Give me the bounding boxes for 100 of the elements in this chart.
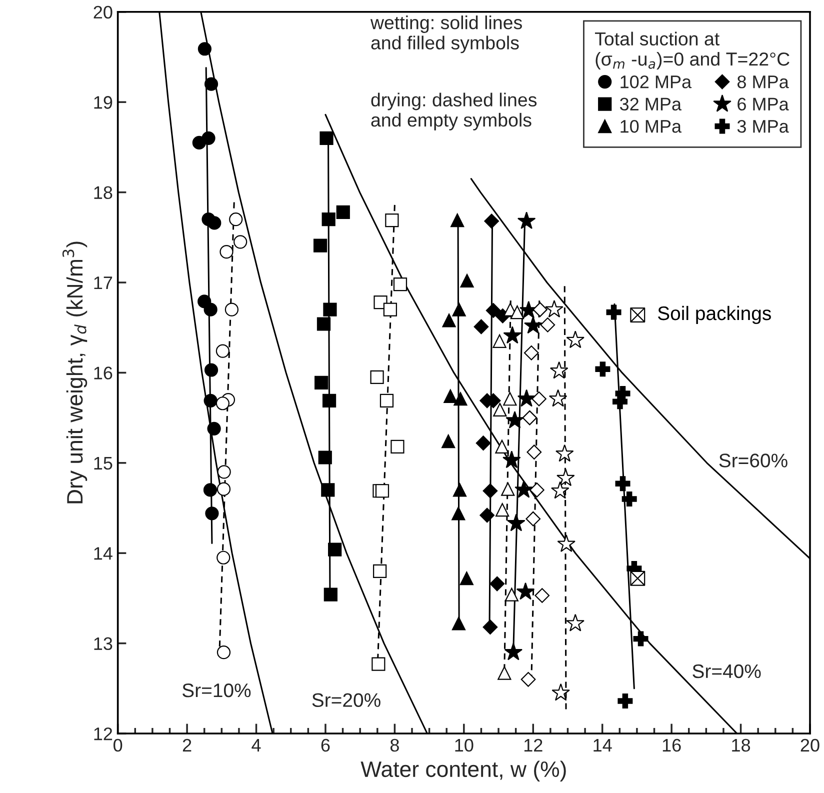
point	[204, 302, 218, 316]
x-tick-label: 16	[662, 738, 681, 752]
x-tick-label: 0	[114, 738, 122, 752]
point	[322, 394, 336, 408]
point	[216, 482, 231, 496]
point	[216, 396, 230, 410]
point	[321, 483, 335, 497]
point	[452, 483, 467, 497]
point	[328, 542, 342, 556]
point	[380, 394, 394, 408]
point	[474, 319, 489, 334]
point	[444, 389, 458, 403]
y-tick-label: 14	[94, 547, 112, 560]
point	[313, 238, 328, 252]
point	[202, 131, 216, 145]
point	[566, 330, 584, 348]
point	[514, 480, 533, 498]
point	[204, 394, 218, 408]
point	[234, 235, 248, 249]
point	[320, 131, 334, 145]
x-tick-label: 20	[800, 738, 820, 752]
point	[390, 440, 404, 454]
point	[452, 506, 466, 520]
point	[545, 300, 564, 318]
point	[510, 305, 524, 320]
y-tick-label: 16	[94, 366, 112, 380]
point	[203, 483, 218, 497]
point	[373, 564, 387, 578]
point	[630, 570, 646, 586]
point	[566, 614, 584, 632]
point	[517, 389, 536, 407]
point	[493, 402, 507, 416]
point	[606, 304, 622, 320]
point	[204, 77, 218, 91]
point	[224, 302, 238, 316]
point	[452, 616, 466, 630]
annotation: drying: dashed lines and empty symbols	[371, 92, 537, 130]
point	[370, 370, 384, 384]
point	[480, 508, 495, 523]
point	[318, 450, 332, 464]
y-tick-label: 12	[94, 727, 112, 740]
point	[501, 482, 515, 496]
point	[207, 422, 221, 436]
point	[316, 317, 331, 331]
annotation: Soil packings	[658, 306, 771, 324]
point	[517, 212, 536, 230]
legend-label: 6 MPa	[738, 98, 789, 111]
point	[383, 302, 397, 316]
y-tick-label: 18	[94, 186, 112, 200]
point	[492, 334, 506, 348]
point	[595, 362, 610, 377]
annotation: wetting: solid lines and filled symbols	[370, 16, 522, 54]
point	[552, 683, 570, 701]
legend-label: 8 MPa	[737, 75, 789, 88]
point	[216, 646, 231, 660]
point	[372, 657, 386, 671]
annotation: Sr=20%	[312, 693, 380, 707]
point	[550, 361, 568, 379]
point	[618, 694, 633, 709]
point	[393, 278, 408, 292]
point	[504, 642, 523, 660]
point	[336, 205, 350, 219]
point	[454, 392, 468, 406]
x-tick-label: 4	[252, 739, 261, 752]
annotation: Sr=10%	[182, 683, 251, 698]
point	[375, 484, 390, 498]
point	[495, 440, 509, 454]
point	[503, 392, 517, 406]
point	[524, 316, 542, 334]
point	[198, 42, 212, 56]
point	[633, 631, 648, 646]
point	[204, 363, 218, 377]
point	[526, 511, 541, 526]
point	[516, 582, 535, 600]
point	[324, 588, 338, 602]
point	[622, 491, 637, 506]
point	[482, 483, 498, 498]
point	[442, 434, 456, 448]
point	[460, 572, 474, 586]
x-tick-label: 14	[594, 739, 612, 752]
point	[314, 376, 328, 390]
point	[550, 481, 570, 499]
point	[216, 344, 230, 358]
legend-label: 3 MPa	[737, 120, 789, 133]
y-axis-title: Dry unit weight, γ$_{d}$ (kN/m$^{3}$)	[62, 242, 88, 504]
point	[496, 503, 510, 517]
x-tick-label: 18	[732, 738, 750, 752]
point	[216, 550, 230, 564]
point	[452, 302, 466, 316]
point	[208, 216, 222, 230]
legend-title: Total suction at (σ$_{m}$ -u$_{a}$)=0 and T=22°C	[594, 32, 790, 70]
point	[220, 245, 234, 259]
point	[503, 326, 522, 344]
y-tick-label: 20	[94, 6, 112, 19]
legend-label: 10 MPa	[620, 120, 682, 133]
point	[630, 307, 646, 322]
point	[460, 274, 474, 288]
point	[484, 214, 500, 229]
y-tick-label: 15	[94, 457, 112, 470]
point	[548, 389, 568, 407]
